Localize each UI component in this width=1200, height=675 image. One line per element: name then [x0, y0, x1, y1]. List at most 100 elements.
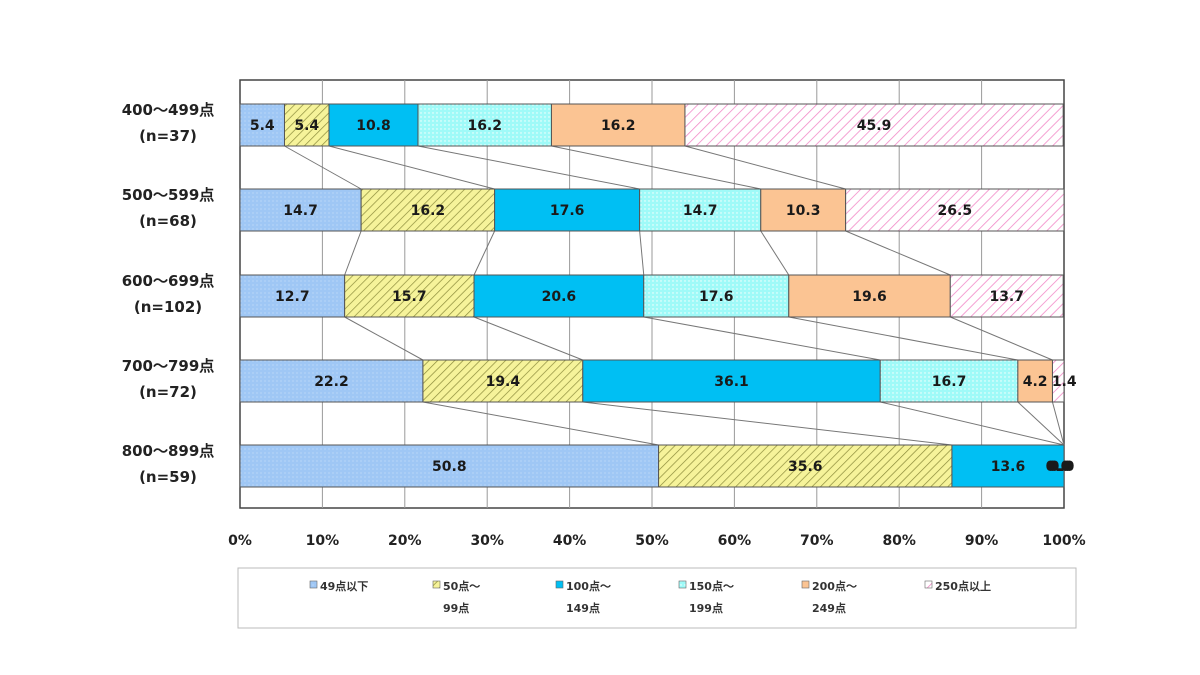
connector-line: [473, 316, 583, 361]
x-tick-label: 0%: [228, 533, 252, 549]
connector-line: [344, 316, 424, 361]
connector-line: [582, 401, 952, 446]
bar-segment: [239, 103, 285, 147]
bar-segment: [239, 444, 660, 488]
data-label: 16.7: [932, 374, 967, 390]
bar-segment: [760, 188, 847, 232]
connector-line: [422, 401, 659, 446]
data-label: 13.7: [989, 289, 1024, 305]
bar-segment: [684, 103, 1064, 147]
legend-label: 200点～: [812, 579, 857, 593]
data-label: 20.6: [542, 289, 577, 305]
bar-segment: [658, 444, 953, 488]
data-label: 50.8: [432, 459, 467, 475]
connector-line: [328, 145, 495, 190]
x-tick-label: 10%: [306, 533, 340, 549]
connector-line: [760, 230, 790, 276]
x-tick-label: 30%: [470, 533, 504, 549]
bar-segment: [550, 103, 686, 147]
bar-segment: [845, 188, 1065, 232]
category-n-label: (n=37): [139, 127, 197, 145]
connector-line: [284, 145, 362, 190]
category-label: 700～799点: [122, 357, 215, 375]
connector-line: [845, 230, 951, 276]
data-label: 35.6: [788, 459, 823, 475]
category-n-label: (n=72): [139, 383, 197, 401]
data-label: 10.3: [786, 203, 821, 219]
data-label: 16.2: [411, 203, 446, 219]
x-tick-label: 20%: [388, 533, 422, 549]
data-label: 14.7: [683, 203, 718, 219]
category-n-label: (n=59): [139, 468, 197, 486]
x-tick-label: 50%: [635, 533, 669, 549]
connector-line: [473, 230, 496, 276]
connector-lines: [284, 145, 1065, 446]
legend-box: [237, 567, 1077, 629]
data-label: 15.7: [392, 289, 427, 305]
bar-segment: [643, 274, 790, 318]
connector-line: [880, 401, 1065, 446]
data-label: 0.0: [1050, 459, 1075, 475]
bar-segment: [639, 188, 762, 232]
legend-label: 49点以下: [320, 579, 368, 593]
bar-segment: [473, 274, 645, 318]
legend-label: 149点: [566, 601, 600, 615]
data-label: 16.2: [601, 118, 636, 134]
bar-segment: [951, 444, 1065, 488]
bar-segment: [582, 359, 881, 403]
data-label: 4.2: [1023, 374, 1048, 390]
category-label: 400～499点: [122, 101, 215, 119]
data-label: 19.4: [486, 374, 521, 390]
legend-label: 99点: [443, 601, 469, 615]
bars: [239, 103, 1065, 488]
data-label: 26.5: [938, 203, 973, 219]
labels: 0% 10% 20% 30% 40% 50% 60% 70% 80% 90% 100% 5.4 5.4 1…: [122, 101, 1086, 549]
category-label: 600～699点: [122, 272, 215, 290]
bar-segment: [949, 274, 1064, 318]
legend-label: 50点～: [443, 579, 480, 593]
legend-swatch: [678, 580, 687, 589]
legend-label: 199点: [689, 601, 723, 615]
data-label: 14.7: [283, 203, 318, 219]
connector-line: [1017, 401, 1065, 446]
data-label: 19.6: [852, 289, 887, 305]
data-label: 12.7: [275, 289, 310, 305]
bar-segment: [422, 359, 584, 403]
connector-line: [643, 316, 881, 361]
bar-segment: [344, 274, 475, 318]
category-n-label: (n=102): [134, 298, 202, 316]
legend-swatch: [309, 580, 318, 589]
data-label: 0.0: [1048, 459, 1073, 475]
connector-line: [1051, 401, 1065, 446]
data-label: 45.9: [857, 118, 892, 134]
connector-line: [639, 230, 645, 276]
bar-segment: [879, 359, 1019, 403]
data-label: 16.2: [467, 118, 502, 134]
bar-segment: [1051, 359, 1065, 403]
legend-swatch: [432, 580, 441, 589]
data-label: 13.6: [991, 459, 1026, 475]
legend-label: 249点: [812, 601, 846, 615]
x-tick-label: 90%: [965, 533, 999, 549]
legend-label: 250点以上: [935, 579, 991, 593]
x-tick-label: 60%: [718, 533, 752, 549]
bar-segment: [494, 188, 641, 232]
connector-line: [551, 145, 761, 190]
legend-swatch: [555, 580, 564, 589]
bar-segment: [328, 103, 419, 147]
connector-line: [344, 230, 362, 276]
legend-label: 150点～: [689, 579, 734, 593]
data-label: 17.6: [699, 289, 734, 305]
data-label: 5.4: [294, 118, 319, 134]
x-tick-label: 70%: [800, 533, 834, 549]
data-label: 17.6: [550, 203, 585, 219]
legend: 49点以下 50点～ 99点 100点～ 149点 150点～ 199点 200点～ 249点 2…: [237, 567, 1077, 629]
legend-label: 100点～: [566, 579, 611, 593]
bar-segment: [283, 103, 330, 147]
connector-line: [684, 145, 846, 190]
x-tick-label: 80%: [882, 533, 916, 549]
data-label: 22.2: [314, 374, 349, 390]
bar-segment: [239, 188, 362, 232]
x-tick-label: 100%: [1042, 533, 1085, 549]
